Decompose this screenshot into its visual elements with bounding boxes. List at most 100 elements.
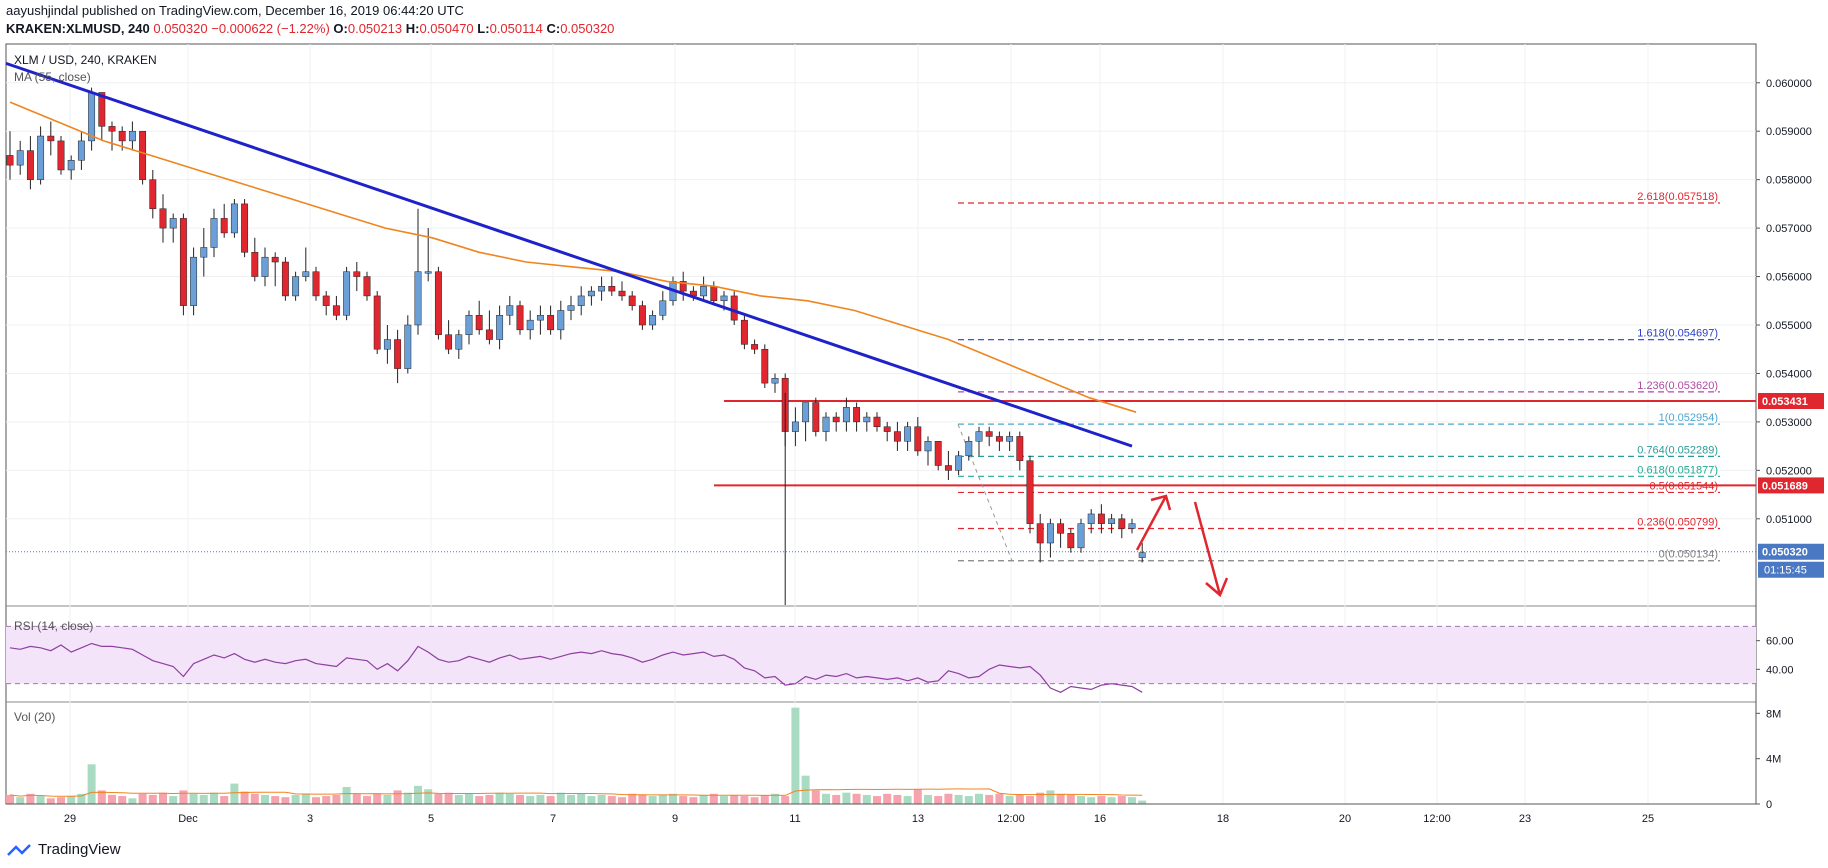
candle-body [618, 290, 626, 297]
volume-bar [811, 790, 820, 804]
price-tick-label: 0.054000 [1766, 368, 1812, 380]
rsi-panel [6, 625, 1756, 693]
volume-bar [36, 796, 45, 804]
volume-bar [1097, 796, 1106, 804]
volume-bar [913, 789, 922, 804]
volume-bar [760, 794, 769, 804]
candle-body [1036, 523, 1044, 544]
candle-body [995, 436, 1003, 442]
candle-body [139, 130, 147, 180]
candle-body [944, 465, 952, 471]
volume-bar [587, 796, 596, 804]
low-value: 0.050114 [489, 21, 543, 36]
price-axis[interactable]: 0.060000 0.059000 0.058000 0.057000 0.056000… [1756, 78, 1824, 811]
volume-bar [169, 796, 178, 804]
symbol-label: KRAKEN:XLMUSD, 240 [6, 21, 150, 36]
time-tick-label: 3 [307, 813, 313, 825]
candle-body [485, 329, 493, 340]
volume-bar [189, 793, 198, 804]
open-value: 0.050213 [347, 21, 403, 36]
price-tick-label: 0.056000 [1766, 272, 1812, 284]
time-axis[interactable]: 29 Dec 3 5 7 9 11 13 12:00 16 18 20 12:00 23 25 [6, 803, 1756, 825]
volume-bar [618, 797, 626, 804]
candle-body [230, 203, 238, 234]
time-tick-label: 12:00 [997, 813, 1025, 825]
volume-bar [261, 794, 269, 804]
volume-tick-label: 4M [1766, 754, 1781, 766]
candlestick-series [6, 87, 1146, 605]
volume-bar [465, 793, 473, 804]
volume-panel [6, 707, 1147, 804]
candle-body [1097, 513, 1105, 524]
volume-bar [322, 796, 331, 804]
candle-body [914, 426, 922, 452]
candle-body [363, 276, 371, 297]
volume-bar [873, 796, 881, 804]
footer-brand[interactable]: TradingView [6, 841, 121, 858]
candle-body [128, 130, 136, 142]
candle-body [965, 441, 973, 457]
candle-body [557, 310, 565, 331]
bearish-trend-line[interactable] [5, 61, 1133, 448]
time-tick-label: 29 [64, 813, 76, 825]
volume-bar [281, 797, 290, 804]
volume-bar [454, 794, 463, 804]
candle-body [547, 315, 555, 331]
candle-body [883, 426, 891, 432]
candle-body [863, 416, 871, 423]
candle-body [455, 334, 463, 350]
price-tick-label: 0.058000 [1766, 175, 1812, 187]
candle-body [567, 305, 575, 311]
volume-bar [87, 764, 96, 804]
candle-body [536, 315, 544, 321]
candle-body [1006, 436, 1014, 442]
candle-body [322, 295, 330, 306]
volume-bar [689, 797, 698, 804]
price-tick-label: 0.051000 [1766, 514, 1812, 526]
volume-bar [516, 794, 524, 804]
candle-body [771, 378, 779, 384]
candle-body [169, 218, 177, 229]
volume-bar [240, 791, 249, 804]
volume-bar [128, 798, 137, 804]
candle-body [414, 271, 422, 326]
volume-bar [934, 796, 943, 804]
volume-bar [964, 796, 973, 804]
volume-bar [1087, 797, 1096, 804]
candle-body [179, 218, 187, 306]
candle-body [6, 155, 14, 166]
volume-bar [954, 794, 963, 804]
candle-body [802, 402, 810, 423]
candle-body [1118, 518, 1126, 529]
volume-bar [220, 796, 229, 804]
volume-bar [893, 794, 902, 804]
candle-body [343, 271, 351, 316]
candle-body [465, 315, 473, 335]
candle-body [26, 150, 34, 180]
price-tick-label: 0.052000 [1766, 465, 1812, 477]
candle-body [445, 334, 453, 350]
candle-body [1046, 523, 1054, 544]
time-tick-label: 7 [550, 813, 556, 825]
candle-body [924, 441, 932, 452]
volume-bar [771, 793, 779, 804]
candle-body [200, 247, 208, 258]
candle-body [332, 305, 340, 316]
volume-bar [159, 792, 167, 804]
high-value: 0.050470 [419, 21, 474, 36]
candle-body [47, 135, 55, 142]
candle-body [210, 218, 218, 248]
price-tick-label: 0.053000 [1766, 417, 1812, 429]
volume-bar [383, 794, 392, 804]
rsi-band-background [6, 626, 1756, 684]
volume-bar [342, 787, 351, 804]
candle-body [251, 252, 259, 277]
candle-body [893, 431, 901, 442]
legend-volume: Vol (20) [14, 710, 55, 724]
candle-body [1026, 460, 1034, 524]
candle-body [659, 300, 667, 316]
price-tick-label: 0.055000 [1766, 320, 1812, 332]
volume-bar [475, 796, 484, 804]
candle-body [649, 315, 657, 326]
